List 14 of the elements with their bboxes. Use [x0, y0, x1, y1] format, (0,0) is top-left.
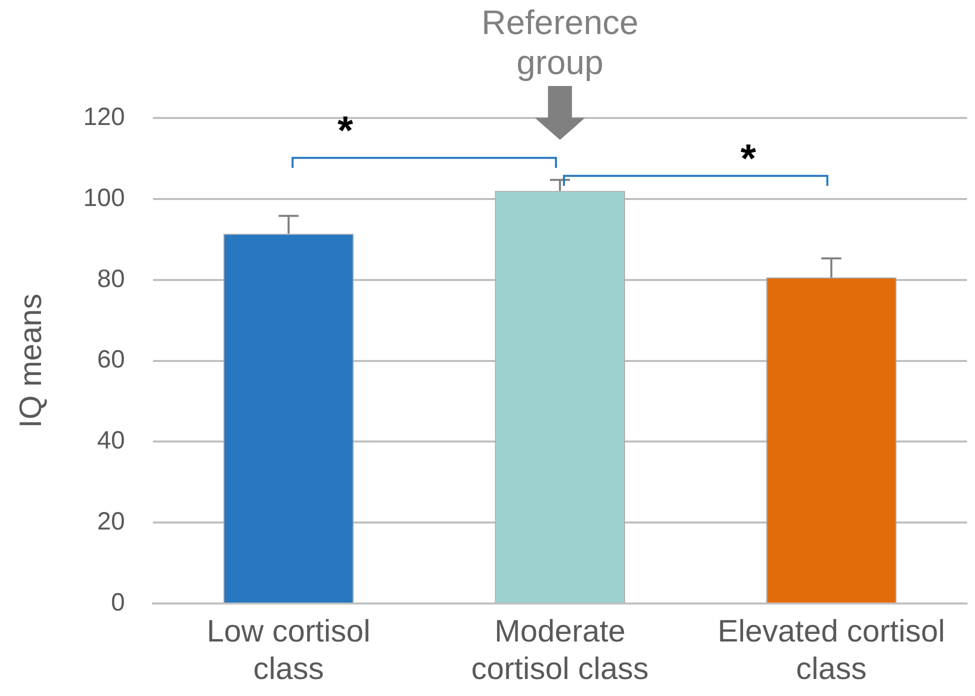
- y-tick-label: 20: [97, 508, 125, 536]
- y-tick-label: 80: [97, 264, 125, 293]
- y-axis-title: IQ means: [13, 294, 48, 428]
- y-tick-label: 40: [97, 426, 125, 455]
- x-tick-label: Elevated cortisol class: [718, 614, 946, 686]
- y-tick-label: 100: [83, 184, 125, 212]
- y-tick-label: 0: [111, 588, 125, 616]
- text: Reference group: [482, 4, 638, 82]
- x-tick-label: Low cortisol class: [206, 614, 370, 686]
- annotation: *: [337, 108, 354, 153]
- y-tick-label: 120: [83, 102, 125, 131]
- y-tick-label: 60: [97, 346, 125, 374]
- x-tick-label: Moderate cortisol class: [471, 614, 649, 686]
- annotation: *: [740, 136, 757, 181]
